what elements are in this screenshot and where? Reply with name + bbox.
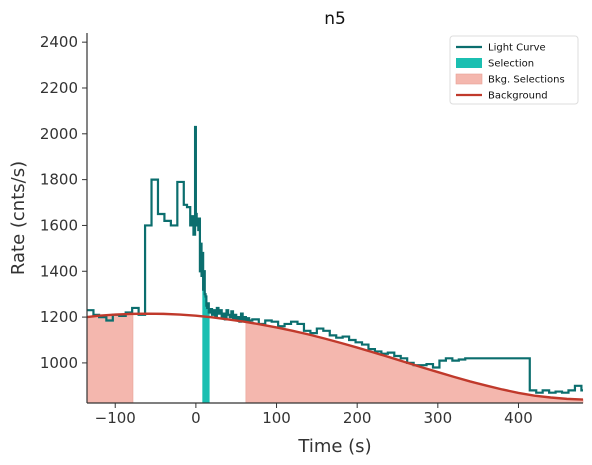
light-curve-line <box>87 125 583 394</box>
x-tick-label: −100 <box>95 409 136 427</box>
y-tick-label: 2400 <box>40 33 78 51</box>
x-tick-label: 400 <box>504 409 533 427</box>
x-axis-label: Time (s) <box>297 436 371 457</box>
legend-swatch-3 <box>455 73 483 85</box>
y-tick-label: 1800 <box>40 171 78 189</box>
legend-swatch-2 <box>456 58 482 68</box>
x-tick-label: 100 <box>262 409 291 427</box>
chart-title: n5 <box>324 9 346 29</box>
bkg-selection-area-1 <box>86 313 134 404</box>
axes <box>86 33 583 404</box>
background-curve <box>86 312 584 401</box>
legend: Light Curve Selection Bkg. Selections Backg… <box>449 35 579 105</box>
x-tick-label: 0 <box>191 409 201 427</box>
y-tick-label: 1600 <box>40 216 78 234</box>
legend-label-2: Selection <box>488 59 534 70</box>
legend-label-3: Bkg. Selections <box>488 75 565 86</box>
legend-label-1: Light Curve <box>488 43 546 54</box>
y-tick-label: 2000 <box>40 125 78 143</box>
x-tick-label: 200 <box>343 409 372 427</box>
y-tick-label: 1000 <box>40 354 78 372</box>
ticks: −100 0 100 200 300 400 1000 1200 1400 1600 1800 200… <box>40 33 533 427</box>
y-tick-label: 2200 <box>40 79 78 97</box>
legend-items: Light Curve Selection Bkg. Selections Backg… <box>455 43 565 102</box>
legend-frame <box>449 35 579 105</box>
y-axis-label: Rate (cnts/s) <box>8 161 29 275</box>
y-tick-label: 1400 <box>40 262 78 280</box>
light-curve-layer <box>87 125 583 394</box>
background-layer <box>86 312 584 401</box>
x-tick-label: 300 <box>424 409 453 427</box>
legend-label-4: Background <box>488 91 548 102</box>
y-tick-label: 1200 <box>40 308 78 326</box>
